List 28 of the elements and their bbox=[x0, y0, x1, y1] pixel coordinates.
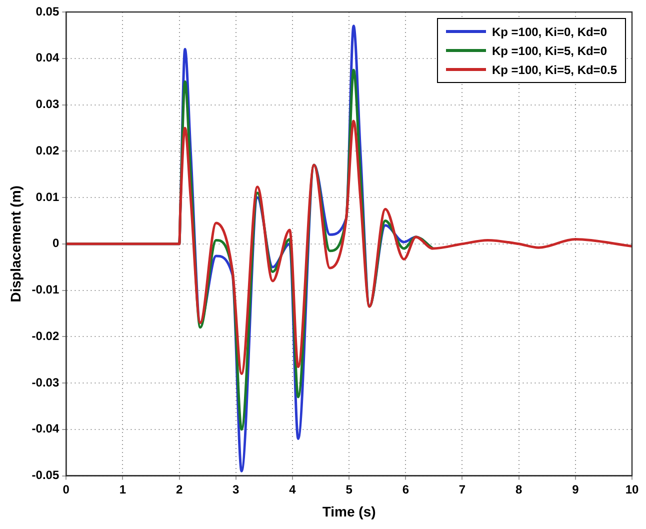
line-series bbox=[66, 120, 632, 376]
x-tick-label: 0 bbox=[62, 482, 70, 496]
y-tick-label: -0.05 bbox=[32, 468, 60, 482]
y-tick-label: 0.03 bbox=[36, 97, 60, 112]
y-tick-label: 0 bbox=[52, 236, 60, 250]
y-tick-label: -0.01 bbox=[32, 282, 60, 297]
y-tick-label: 0.01 bbox=[36, 190, 60, 204]
legend-label: Kp =100, Ki=0, Kd=0 bbox=[492, 24, 607, 38]
y-tick-label: -0.04 bbox=[32, 422, 60, 436]
y-tick-label: 0.04 bbox=[36, 50, 60, 65]
x-tick-label: 4 bbox=[289, 482, 296, 496]
y-tick-label: 0.02 bbox=[36, 143, 60, 158]
legend-label: Kp =100, Ki=5, Kd=0.5 bbox=[492, 62, 617, 76]
x-tick-label: 6 bbox=[402, 482, 410, 496]
x-tick-label: 10 bbox=[625, 482, 639, 496]
y-axis-title: Displacement (m) bbox=[7, 186, 24, 302]
y-tick-label: 0.05 bbox=[36, 4, 60, 18]
x-tick-label: 7 bbox=[458, 482, 466, 496]
x-tick-label: 8 bbox=[515, 482, 522, 496]
legend-label: Kp =100, Ki=5, Kd=0 bbox=[492, 44, 607, 58]
x-tick-label: 5 bbox=[346, 482, 353, 496]
y-tick-label: -0.02 bbox=[32, 328, 60, 343]
x-tick-label: 3 bbox=[232, 482, 240, 496]
x-tick-label: 2 bbox=[176, 482, 183, 496]
y-tick-label: -0.03 bbox=[32, 375, 60, 390]
x-tick-label: 9 bbox=[572, 482, 580, 496]
x-axis-title: Time (s) bbox=[322, 503, 376, 520]
x-tick-label: 1 bbox=[119, 482, 126, 496]
